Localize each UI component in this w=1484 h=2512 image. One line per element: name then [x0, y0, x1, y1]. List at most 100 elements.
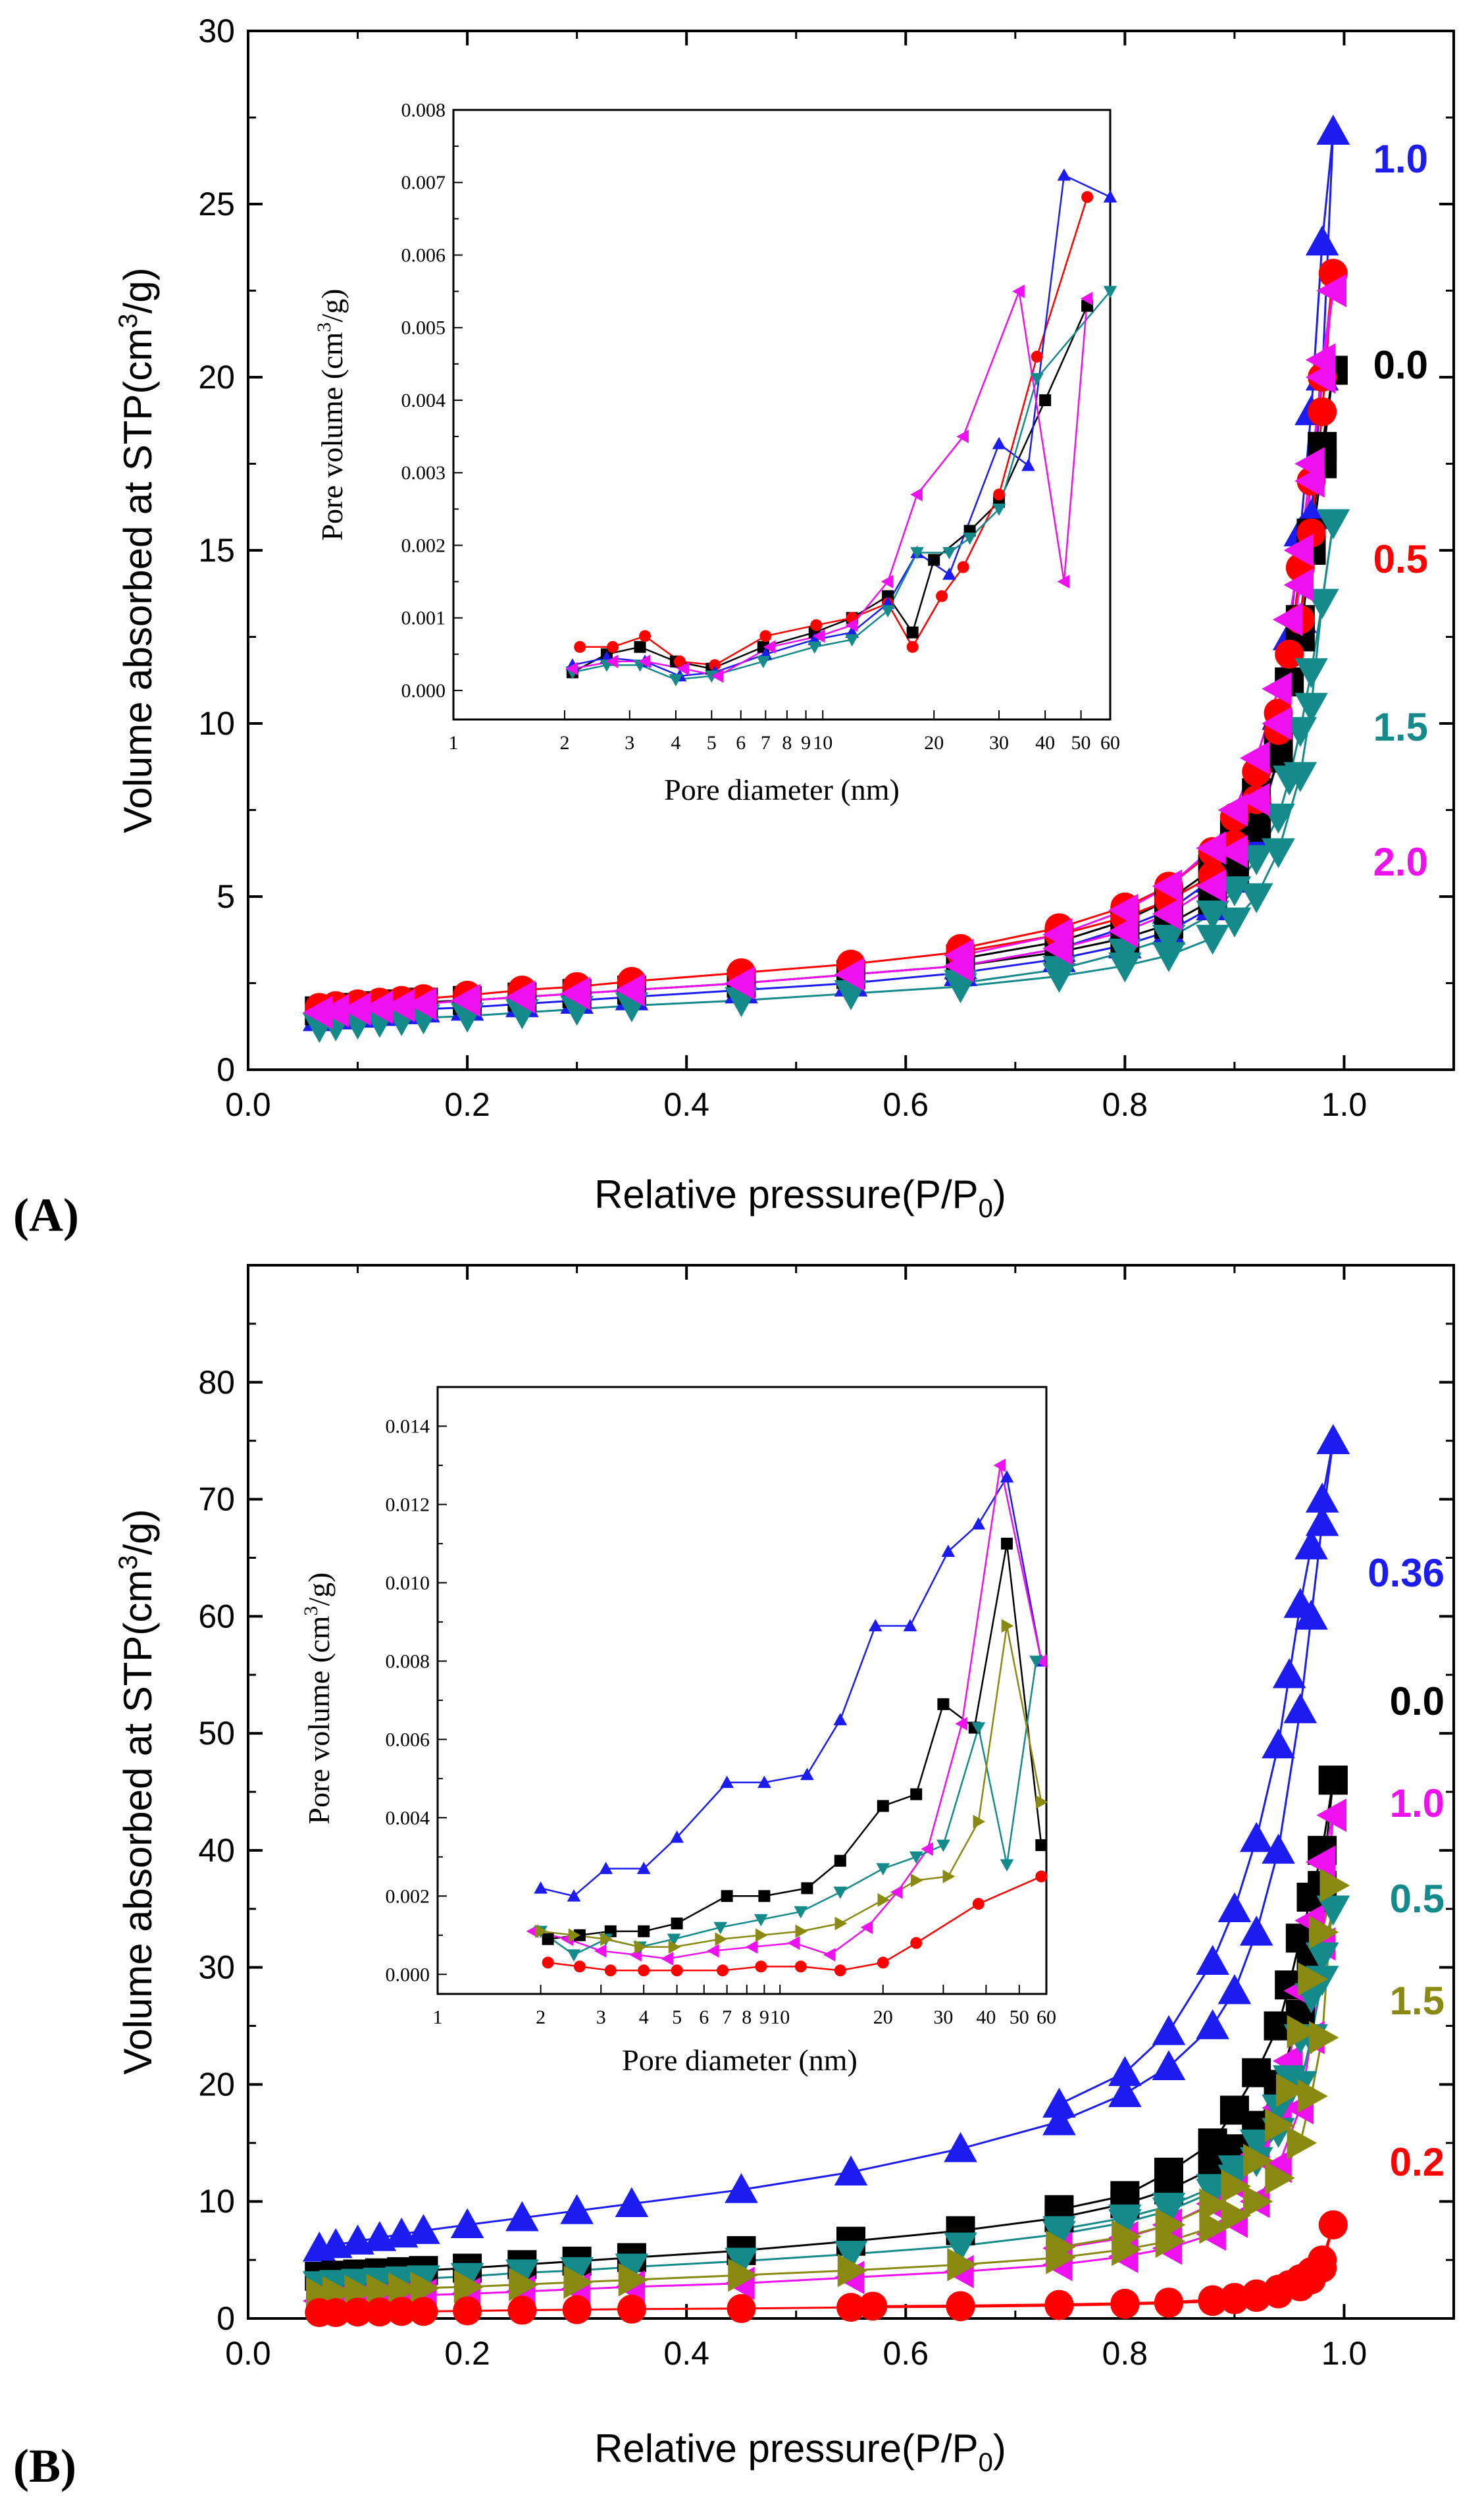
series-label-0.0: 0.0 [1390, 1679, 1445, 1723]
inset-series-1.0-marker [594, 1944, 607, 1958]
series-0.2-marker [409, 2297, 438, 2326]
series-2.0-marker [615, 973, 646, 1007]
series-1.5-marker [1199, 2188, 1229, 2222]
panel-b-inset-frame [436, 1386, 1048, 1995]
series-0.36-marker [1217, 1892, 1252, 1923]
series-0.2-marker [1264, 2274, 1293, 2304]
inset-series-0.5-marker [567, 1949, 581, 1962]
series-1.5-marker [947, 2247, 977, 2282]
series-2.0-marker [1239, 783, 1270, 817]
inset-series-0.5-marker [993, 488, 1006, 501]
inset-series-0.5-marker [713, 1922, 728, 1935]
panel-b-x-title-sub: 0 [979, 2448, 993, 2477]
inset-series-1.5-marker [992, 504, 1006, 516]
inset-series-0.0-marker [937, 1698, 950, 1710]
series-0.36-marker [1262, 1833, 1295, 1864]
inset-x-tick-label: 1 [433, 2006, 443, 2028]
inset-series-1.5-marker [807, 641, 822, 654]
series-1.5-marker [1196, 924, 1229, 955]
series-0.36-marker [725, 2173, 758, 2203]
panel-a-y-title-sup: 3 [114, 313, 143, 328]
inset-x-tick-label: 3 [625, 732, 634, 754]
inset-series-0.2-marker [877, 1956, 889, 1969]
series-2.0-marker [302, 995, 333, 1030]
series-2.0-marker [450, 983, 481, 1018]
series-label-0.36: 0.36 [1368, 1551, 1445, 1595]
inset-series-0.0-marker [671, 1917, 683, 1929]
y-tick-label: 20 [198, 2066, 235, 2103]
panel-b-label: (B) [13, 2440, 76, 2492]
inset-y-tick-label: 0.005 [401, 317, 446, 339]
inset-x-tick-label: 40 [976, 2006, 996, 2028]
inset-series-1.0-marker [787, 1936, 800, 1950]
series-2.0-marker [1272, 602, 1303, 637]
inset-series-0.5-marker [1000, 1859, 1014, 1872]
inset-series-1.5-marker [1036, 1795, 1048, 1809]
series-1.5-marker [1265, 2161, 1295, 2195]
inset-x-tick-label: 5 [707, 732, 717, 754]
inset-series-0.5-marker [759, 630, 772, 642]
inset-series-1.5-marker [1103, 286, 1117, 298]
inset-series-1.0-marker [955, 1717, 967, 1731]
series-2.0-marker [1152, 897, 1183, 931]
panel-a-inset-ticks: 1 2 3 4 5 6 7 8 9 10 20 30 40 50 60 0.000 0.001 0.002 0.00… [401, 99, 1121, 754]
series-2.0-marker [1239, 741, 1270, 775]
series-0.5-marker [1262, 2094, 1295, 2125]
series-1.5-marker [1239, 845, 1273, 876]
series-1.5-marker [410, 2271, 440, 2305]
inset-series-0.5-marker [667, 1933, 681, 1947]
x-tick-label: 0.2 [444, 2335, 490, 2372]
inset-series-0.2-marker [794, 1960, 807, 1973]
inset-series-2.0-marker [845, 618, 857, 633]
inset-series-0.0-marker [910, 1788, 923, 1800]
inset-series-0.0-marker [1039, 394, 1052, 406]
series-0.36-marker [1305, 1482, 1339, 1513]
series-0.36-marker [1272, 1658, 1306, 1688]
panel-b-y-axis-title: Volume absorbed at STP(cm3/g) [114, 1509, 160, 2074]
series-0.36-marker [1152, 2015, 1186, 2045]
series-1.5-marker [1196, 901, 1229, 931]
inset-series-0.5-marker [1031, 350, 1043, 363]
panel-a-inset-y-title: Pore volume (cm3/g) [313, 289, 349, 541]
series-0.36-marker [1283, 1588, 1318, 1618]
inset-series-1.5-marker [704, 670, 719, 683]
inset-y-tick-label: 0.006 [386, 1729, 430, 1750]
series-1.5-marker [618, 2263, 649, 2297]
inset-x-tick-label: 30 [989, 732, 1009, 754]
series-1.5-marker [1199, 2211, 1229, 2244]
panel-a-x-title-main: Relative pressure(P/P [594, 1172, 979, 1217]
inset-series-1.0-marker [992, 436, 1006, 450]
panel-b-inset: 1 2 3 4 5 6 7 8 9 10 20 30 40 50 60 0.000 0.002 0.004 0.00… [300, 1386, 1056, 2077]
inset-series-0.36-marker [868, 1619, 883, 1632]
inset-series-1.5-marker [1001, 1619, 1014, 1633]
panel-a-inset-y-end: /g) [315, 289, 349, 323]
inset-series-0.5-marker [1029, 1656, 1043, 1668]
x-tick-label: 1.0 [1321, 2335, 1368, 2372]
inset-series-0.0-marker [634, 641, 646, 653]
series-0.2-marker [562, 2295, 592, 2324]
inset-series-2.0-marker [763, 640, 776, 654]
inset-series-1.5-marker [973, 1814, 986, 1829]
series-0.0-marker [1242, 2058, 1271, 2087]
inset-y-tick-label: 0.007 [401, 172, 446, 194]
series-label-1.5: 1.5 [1373, 705, 1428, 749]
inset-series-2.0-marker [711, 669, 724, 683]
inset-series-0.0-marker [1035, 1839, 1048, 1851]
y-tick-label: 25 [198, 186, 235, 222]
inset-series-0.0-marker [906, 626, 919, 639]
panel-a-x-axis-title: Relative pressure(P/P0) [594, 1172, 1006, 1223]
series-2.0-marker [341, 992, 371, 1026]
series-1.5-marker [1155, 2208, 1186, 2242]
series-2.0-marker [1042, 918, 1073, 952]
inset-x-tick-label: 8 [782, 732, 792, 754]
inset-series-0.0-marker [1000, 1537, 1013, 1550]
series-1.5-marker [1316, 509, 1350, 540]
x-tick-label: 0.8 [1102, 1086, 1148, 1123]
panel-a-y-title-end: /g) [116, 267, 160, 313]
series-0.2-marker [1110, 2288, 1140, 2318]
x-tick-label: 0.4 [663, 2335, 709, 2372]
inset-series-1.0-marker [707, 1944, 719, 1958]
inset-series-1.0-marker [942, 567, 956, 580]
